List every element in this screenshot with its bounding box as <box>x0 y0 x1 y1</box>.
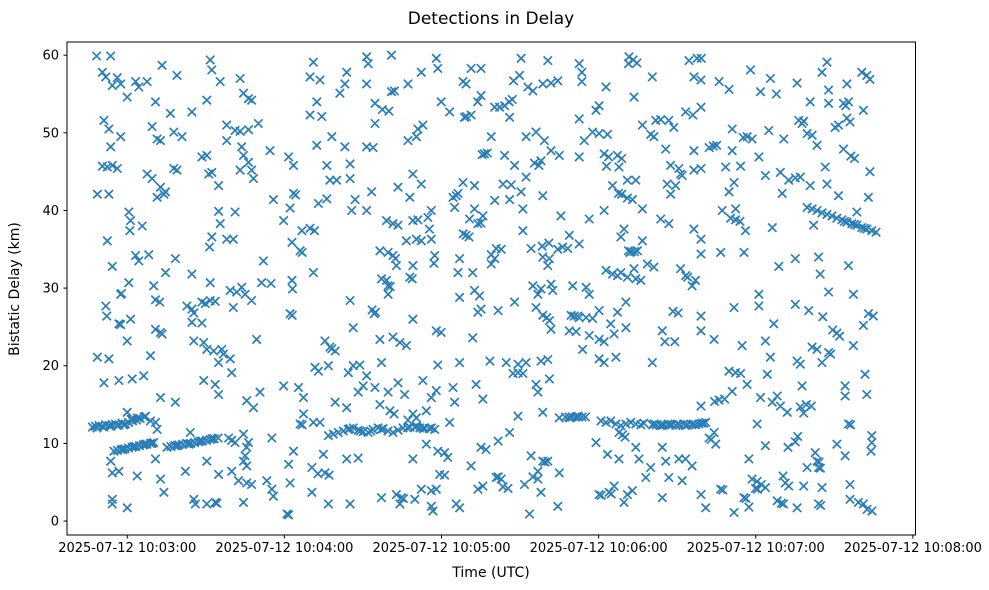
y-tick-label: 10 <box>42 437 59 452</box>
x-tick-label: 2025-07-12 10:05:00 <box>372 541 510 556</box>
y-tick-label: 20 <box>42 359 59 374</box>
x-axis-label: Time (UTC) <box>452 565 530 581</box>
y-tick-label: 50 <box>42 126 59 141</box>
y-tick-label: 40 <box>42 204 59 219</box>
y-tick-label: 60 <box>42 49 59 64</box>
x-tick-label: 2025-07-12 10:03:00 <box>58 541 196 556</box>
y-tick-label: 30 <box>42 282 59 297</box>
axes-spines <box>66 41 916 536</box>
y-tick-label: 0 <box>51 515 59 530</box>
x-tick-label: 2025-07-12 10:07:00 <box>687 541 825 556</box>
x-tick-label: 2025-07-12 10:04:00 <box>215 541 353 556</box>
scatter-markers <box>87 50 881 520</box>
x-tick-label: 2025-07-12 10:06:00 <box>530 541 668 556</box>
chart-title: Detections in Delay <box>407 9 575 29</box>
x-tick-label: 2025-07-12 10:08:00 <box>844 541 982 556</box>
